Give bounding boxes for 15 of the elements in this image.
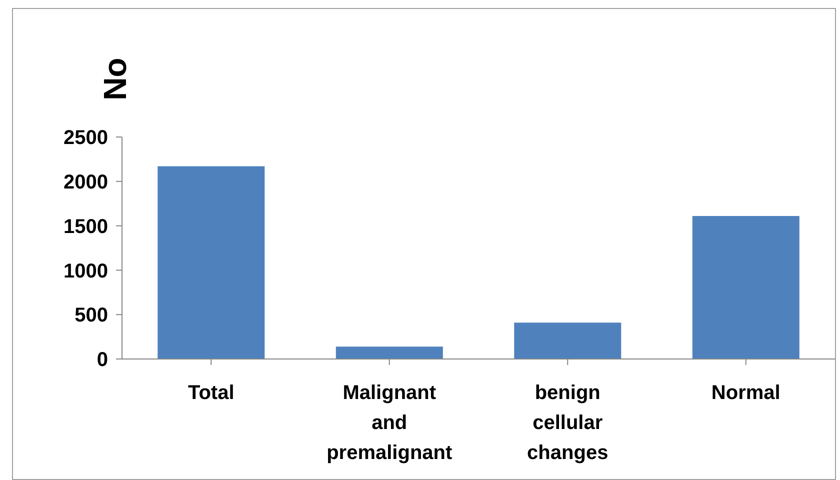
x-tick-label: Malignant and premalignant [326, 382, 452, 464]
x-tick-label: Normal [711, 382, 780, 404]
bar [514, 322, 622, 359]
y-axis-title: No [96, 56, 134, 102]
y-tick-label: 1500 [64, 216, 108, 238]
y-tick-label: 500 [74, 304, 108, 327]
y-tick-label: 0 [96, 349, 108, 372]
bar [158, 166, 265, 359]
x-tick-label: benign cellular changes [527, 382, 608, 464]
bar [336, 346, 443, 359]
bar [692, 216, 800, 359]
x-tick-label: Total [188, 382, 234, 404]
y-tick-label: 2500 [64, 127, 108, 150]
y-tick-label: 2000 [64, 172, 108, 194]
y-tick-label: 1000 [64, 260, 108, 282]
